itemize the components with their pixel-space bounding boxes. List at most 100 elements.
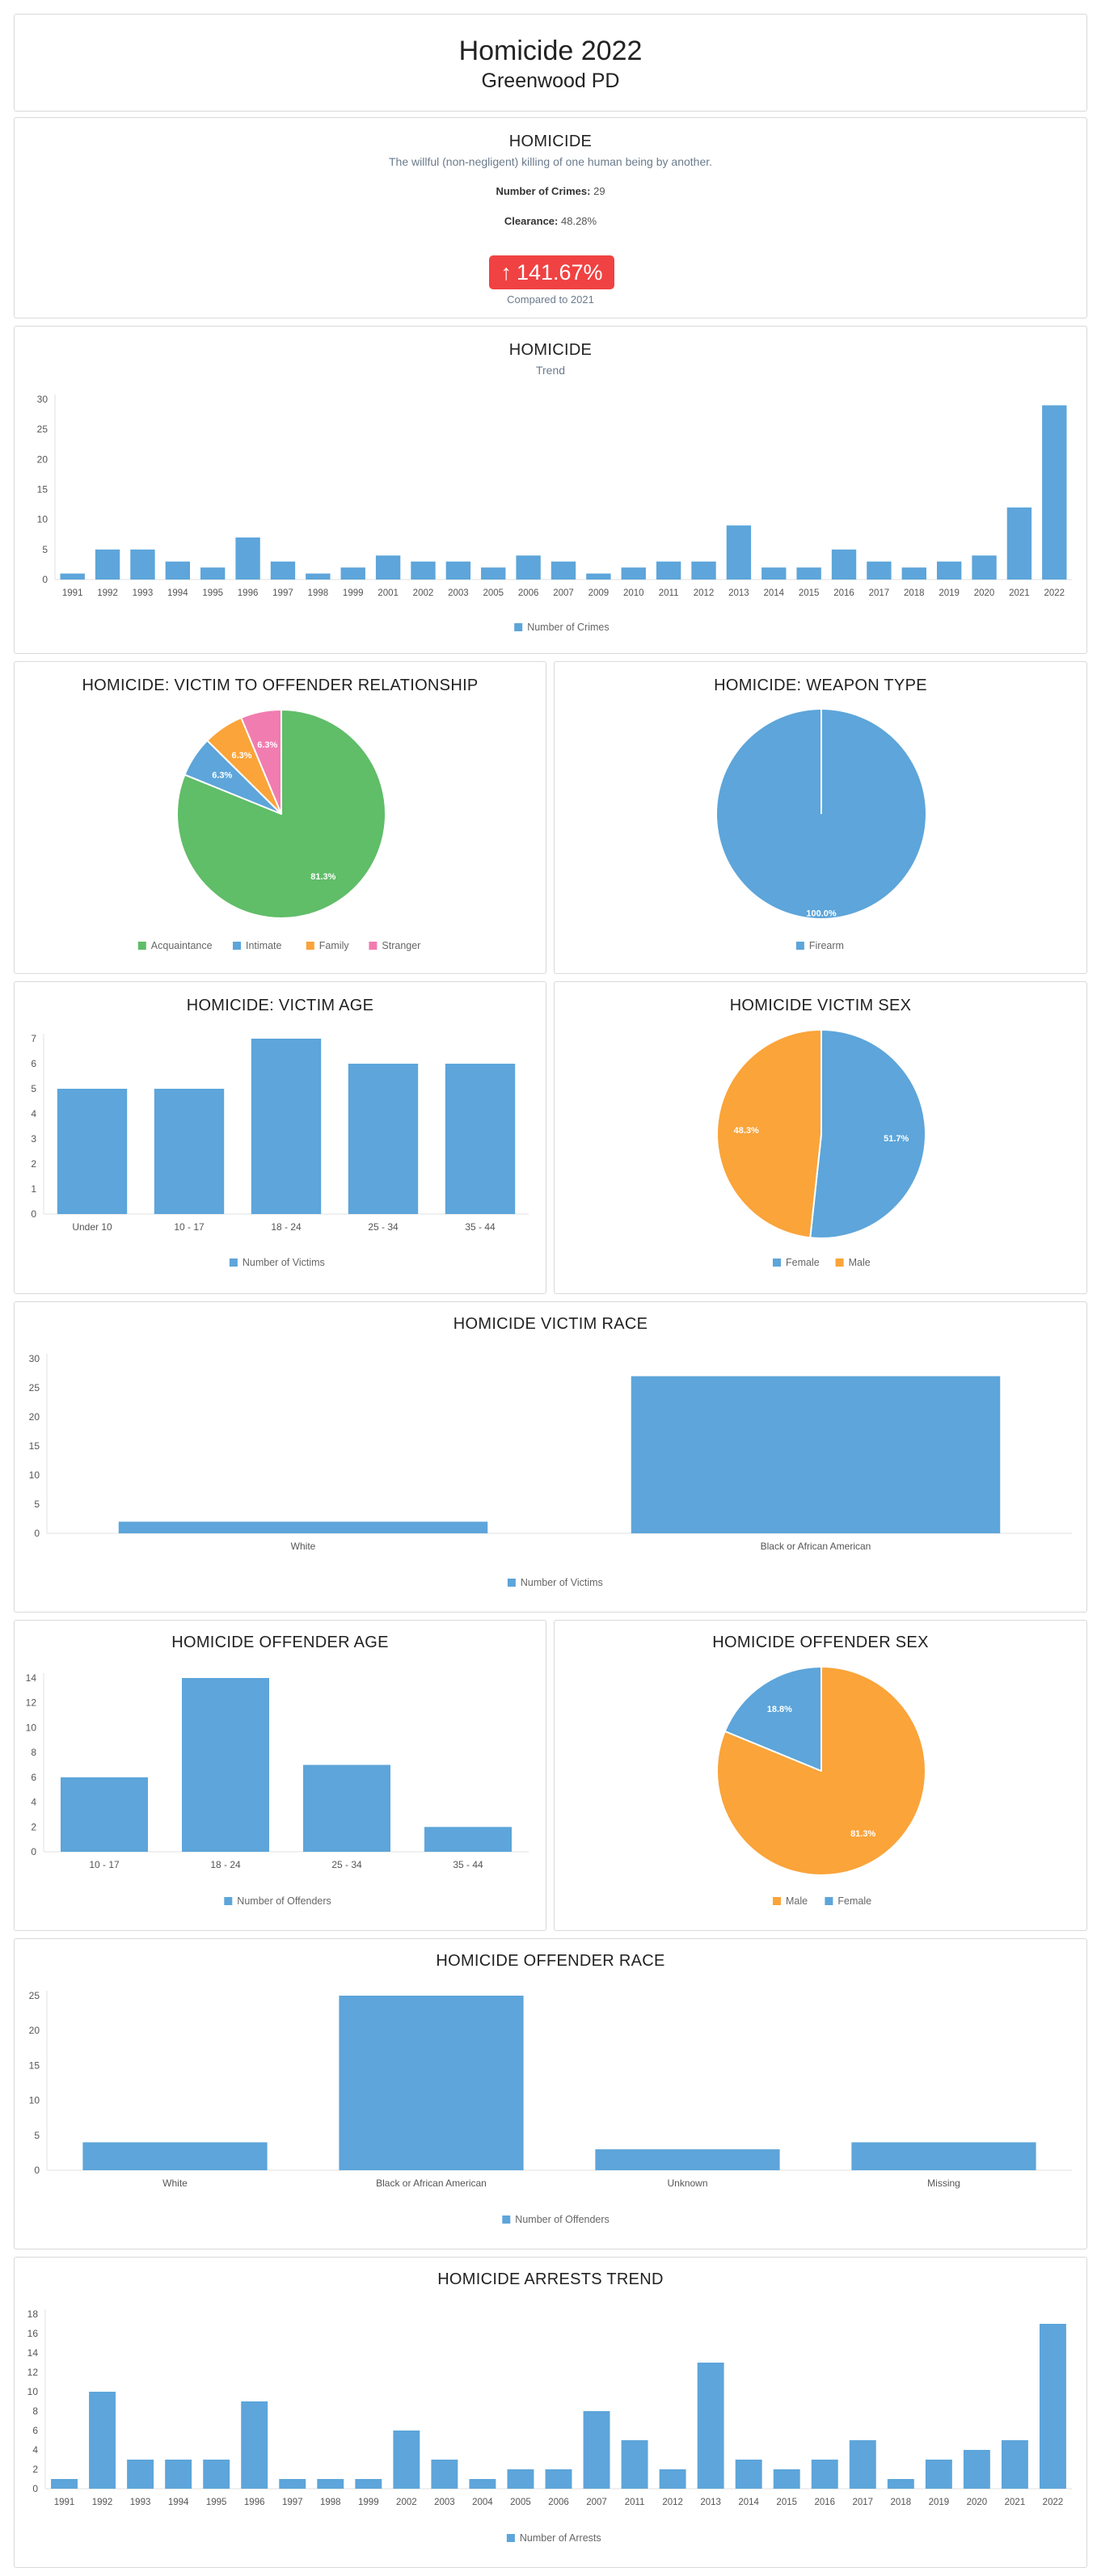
x-tick-label: 1993 (133, 588, 154, 598)
x-tick-label: 2012 (694, 588, 715, 598)
bar (393, 2431, 420, 2489)
slice-value-label: 18.8% (767, 1705, 792, 1714)
x-tick-label: 2017 (869, 588, 890, 598)
bar (656, 561, 681, 580)
bar (445, 1064, 516, 1214)
legend-label: Acquaintance (151, 940, 213, 951)
y-tick-label: 18 (27, 2308, 39, 2320)
y-tick-label: 15 (29, 2060, 40, 2071)
x-tick-label: 2016 (833, 588, 854, 598)
y-tick-label: 5 (42, 544, 48, 555)
bar (1042, 405, 1067, 580)
victim-age-card: HOMICIDE: VICTIM AGE 0 1 2 3 4 5 6 7 Under 10 10 … (14, 981, 546, 1294)
x-tick-label: 2015 (776, 2498, 797, 2507)
relationship-chart: 81.3% 6.3% 6.3% 6.3% Acquaintance Intimate Fam… (137, 709, 420, 951)
bar (726, 525, 752, 580)
x-tick-label: 25 - 34 (368, 1221, 399, 1233)
bar (659, 2469, 686, 2489)
legend-label: Family (319, 940, 350, 951)
bar (200, 567, 226, 580)
bar (306, 573, 331, 580)
x-tick-label: 2013 (700, 2498, 721, 2507)
x-tick-label: 2003 (448, 588, 469, 598)
x-tick-label: 1996 (244, 2498, 265, 2507)
x-tick-label: 2014 (763, 588, 784, 598)
slice-value-label: 81.3% (850, 1829, 875, 1839)
slice-value-label: 6.3% (257, 740, 277, 750)
bar (507, 2469, 534, 2489)
bar (697, 2363, 724, 2489)
legend-label: Number of Crimes (527, 622, 609, 633)
bar (279, 2479, 306, 2489)
x-tick-label: 2003 (434, 2498, 455, 2507)
x-tick-label: 25 - 34 (331, 1859, 362, 1870)
y-tick-label: 30 (37, 394, 49, 405)
pie-slice (809, 1029, 926, 1239)
header-card: Homicide 2022 Greenwood PD (14, 14, 1087, 112)
weapon-card: HOMICIDE: WEAPON TYPE 100.0% Firearm (554, 661, 1087, 974)
y-tick-label: 0 (31, 1208, 36, 1220)
bar (165, 561, 191, 580)
bar (60, 573, 85, 580)
pie-slice (240, 709, 282, 815)
y-tick-label: 5 (34, 2130, 40, 2141)
y-tick-label: 2 (31, 1821, 36, 1832)
arrow-up-icon: ↑ (500, 259, 512, 285)
page-title: Homicide 2022 (458, 36, 643, 66)
x-tick-label: 35 - 44 (453, 1859, 483, 1870)
chart-title: HOMICIDE VICTIM SEX (729, 997, 912, 1014)
bar (545, 2469, 572, 2489)
summary-card: HOMICIDE The willful (non-negligent) kil… (14, 117, 1087, 318)
bar (469, 2479, 496, 2489)
x-tick-label: 2019 (939, 588, 960, 598)
bar (621, 2440, 648, 2489)
offender-age-card: HOMICIDE OFFENDER AGE 0 2 4 6 8 10 12 14 10 - 17… (14, 1620, 546, 1931)
x-tick-label: 1994 (167, 588, 188, 598)
bar (182, 1678, 269, 1852)
y-tick-label: 25 (29, 1382, 40, 1393)
legend-label: Stranger (382, 940, 420, 951)
y-tick-label: 0 (31, 1846, 36, 1857)
bar (631, 1376, 1001, 1533)
y-tick-label: 10 (37, 514, 49, 525)
change-badge: ↑ 141.67% (489, 255, 614, 289)
bar (867, 561, 892, 580)
x-tick-label: Unknown (667, 2178, 707, 2189)
legend-label: Number of Offenders (237, 1895, 331, 1907)
victim-sex-card: HOMICIDE VICTIM SEX 51.7% 48.3% Female Male (554, 981, 1087, 1294)
legend-swatch (773, 1897, 781, 1905)
bar (761, 567, 787, 580)
bar (241, 2401, 268, 2489)
arrests-trend-chart: 0 2 4 6 8 10 12 14 16 18 1991 1992 1993 1994 1995 1996 1… (27, 2308, 1072, 2544)
x-tick-label: 2006 (548, 2498, 569, 2507)
x-tick-label: 2018 (891, 2498, 912, 2507)
y-tick-label: 6 (31, 1772, 36, 1783)
y-tick-label: 25 (29, 1990, 40, 2001)
arrests-trend-card: HOMICIDE ARRESTS TREND 0 2 4 6 8 10 12 14 16 18 19… (14, 2257, 1087, 2568)
compare-text: Compared to 2021 (507, 293, 594, 306)
legend-label: Number of Victims (521, 1577, 603, 1588)
x-tick-label: 2021 (1005, 2498, 1026, 2507)
legend-label: Number of Arrests (520, 2532, 601, 2544)
bar (61, 1777, 148, 1852)
x-tick-label: 1999 (358, 2498, 379, 2507)
x-tick-label: 2004 (472, 2498, 493, 2507)
crimes-label: Number of Crimes: (496, 185, 591, 197)
x-tick-label: 1993 (130, 2498, 151, 2507)
trend-card: HOMICIDE Trend 0 5 10 15 20 25 30 1991 1992 1993 1… (14, 326, 1087, 654)
x-tick-label: 2002 (396, 2498, 417, 2507)
bar (348, 1064, 419, 1214)
chart-title: HOMICIDE: VICTIM AGE (186, 997, 374, 1014)
bar (431, 2460, 458, 2489)
bar (972, 555, 997, 580)
bar (1040, 2324, 1066, 2489)
chart-title: HOMICIDE VICTIM RACE (453, 1315, 648, 1333)
chart-title: HOMICIDE ARRESTS TREND (437, 2270, 664, 2288)
y-tick-label: 14 (27, 2347, 39, 2359)
slice-value-label: 6.3% (212, 771, 232, 781)
x-tick-label: Black or African American (376, 2178, 487, 2189)
slice-value-label: 81.3% (310, 872, 335, 882)
x-tick-label: 1995 (206, 2498, 227, 2507)
bar (51, 2479, 78, 2489)
chart-subtitle: Trend (535, 364, 566, 377)
